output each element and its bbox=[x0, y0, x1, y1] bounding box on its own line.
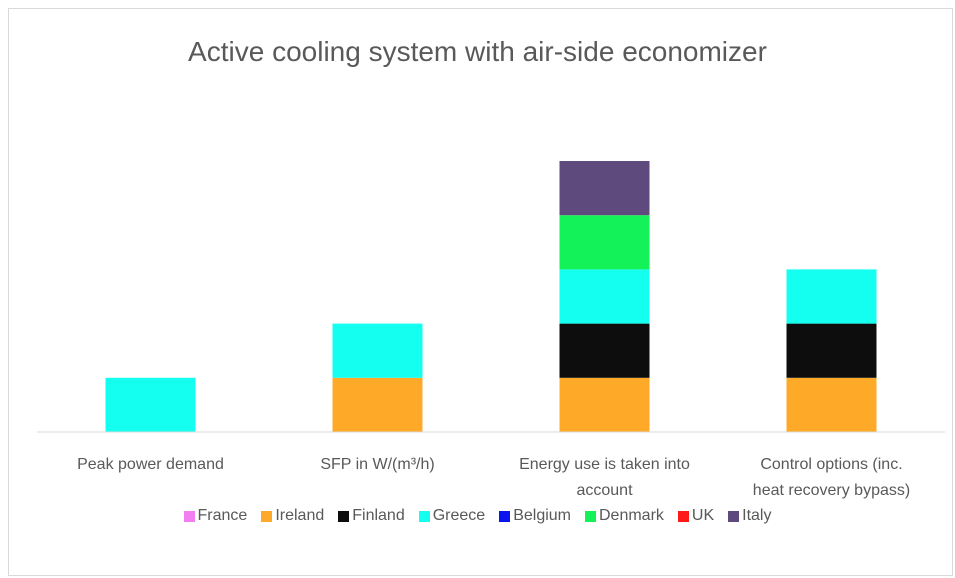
legend: France Ireland Finland Greece Belgium Denmark… bbox=[0, 507, 955, 525]
legend-label: Belgium bbox=[513, 507, 571, 524]
bar-segment bbox=[105, 377, 196, 432]
bar-segment bbox=[786, 377, 877, 432]
legend-item: Denmark bbox=[585, 507, 664, 525]
x-tick-label: Peak power demand bbox=[77, 456, 224, 473]
bar-segment bbox=[332, 377, 423, 432]
legend-item: UK bbox=[677, 507, 715, 525]
legend-label: UK bbox=[691, 507, 715, 524]
chart-frame bbox=[8, 8, 953, 576]
legend-label: Denmark bbox=[599, 507, 664, 524]
legend-label: Italy bbox=[742, 507, 772, 524]
legend-swatch bbox=[261, 510, 273, 522]
bar-segment bbox=[786, 323, 877, 378]
legend-item: Finland bbox=[338, 507, 405, 525]
bar-segment bbox=[332, 323, 423, 378]
x-tick-label: SFP in W/(m³/h) bbox=[320, 456, 435, 473]
bar-segment bbox=[559, 323, 650, 378]
legend-item: Greece bbox=[418, 507, 486, 525]
legend-label: Finland bbox=[352, 507, 405, 524]
legend-label: Greece bbox=[432, 507, 486, 524]
legend-label: Ireland bbox=[275, 507, 325, 524]
legend-swatch bbox=[418, 510, 430, 522]
legend-item: Ireland bbox=[261, 507, 324, 525]
bar-segment bbox=[559, 377, 650, 432]
x-tick-label: Energy use is taken into account bbox=[519, 456, 690, 499]
legend-item: Belgium bbox=[499, 507, 571, 525]
bar-segment bbox=[786, 269, 877, 324]
bar-segment bbox=[559, 161, 650, 216]
legend-item: France bbox=[183, 507, 248, 525]
legend-item: Italy bbox=[728, 507, 771, 525]
legend-swatch bbox=[728, 510, 740, 522]
x-tick-label: Control options (inc. heat recovery bypa… bbox=[752, 456, 911, 499]
legend-label: France bbox=[197, 507, 248, 524]
legend-swatch bbox=[499, 510, 511, 522]
bar-segment bbox=[559, 269, 650, 324]
legend-swatch bbox=[183, 510, 195, 522]
legend-swatch bbox=[338, 510, 350, 522]
chart-title: Active cooling system with air-side econ… bbox=[188, 36, 767, 67]
legend-swatch bbox=[677, 510, 689, 522]
bar-segment bbox=[559, 215, 650, 270]
legend-swatch bbox=[585, 510, 596, 522]
